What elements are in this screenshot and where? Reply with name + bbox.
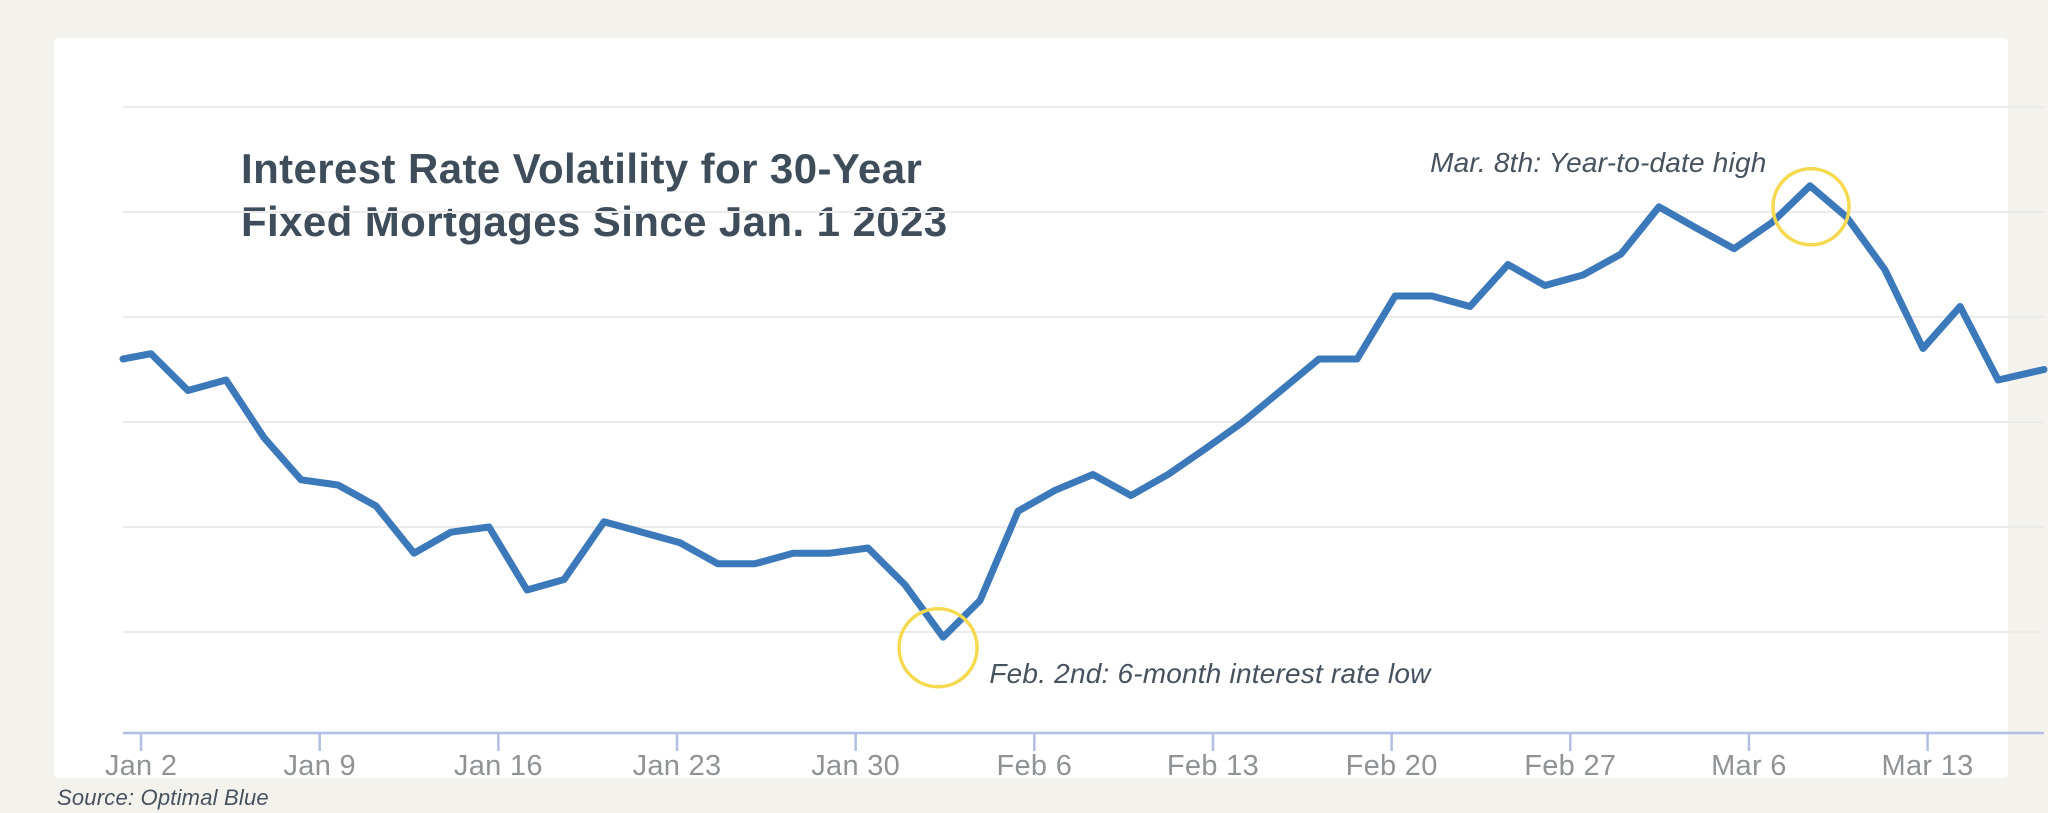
x-axis-labels: Jan 2 Jan 9 Jan 16 Jan 23 Jan 30 Feb 6 Feb 13 F…: [105, 750, 2044, 792]
annotation-ytd-high: Mar. 8th: Year-to-date high: [1430, 147, 1767, 178]
chart-title: Interest Rate Volatility for 30-Year Fix…: [241, 142, 948, 248]
chart-card: Interest Rate Volatility for 30-Year Fix…: [54, 38, 2048, 782]
x-tick-label: Jan 16: [453, 750, 543, 782]
x-tick-label: Feb 27: [1524, 750, 1617, 782]
chart-title-line1: Interest Rate Volatility for 30-Year: [241, 145, 923, 192]
annotation-rate-low: Feb. 2nd: 6-month interest rate low: [989, 658, 1431, 689]
x-tick-label: Mar 6: [1711, 750, 1787, 782]
x-tick-label: Feb 6: [996, 750, 1073, 782]
highlight-circle: [1771, 167, 1851, 247]
x-tick-label: Feb 20: [1345, 750, 1438, 782]
x-tick-label: Jan 9: [283, 750, 356, 782]
chart-title-line2: Fixed Mortgages Since Jan. 1 2023: [241, 198, 948, 245]
x-tick-label: Mar 13: [1881, 750, 1974, 782]
source-note: Source: Optimal Blue: [57, 785, 269, 810]
x-tick-label: Jan 23: [632, 750, 722, 782]
x-tick-label: Jan 2: [104, 750, 178, 782]
highlight-circle: [897, 607, 979, 689]
x-tick-label: Feb 13: [1166, 750, 1260, 782]
line-chart: [119, 106, 2048, 751]
x-tick-label: Jan 30: [811, 750, 901, 782]
rate-line: [119, 182, 2048, 641]
